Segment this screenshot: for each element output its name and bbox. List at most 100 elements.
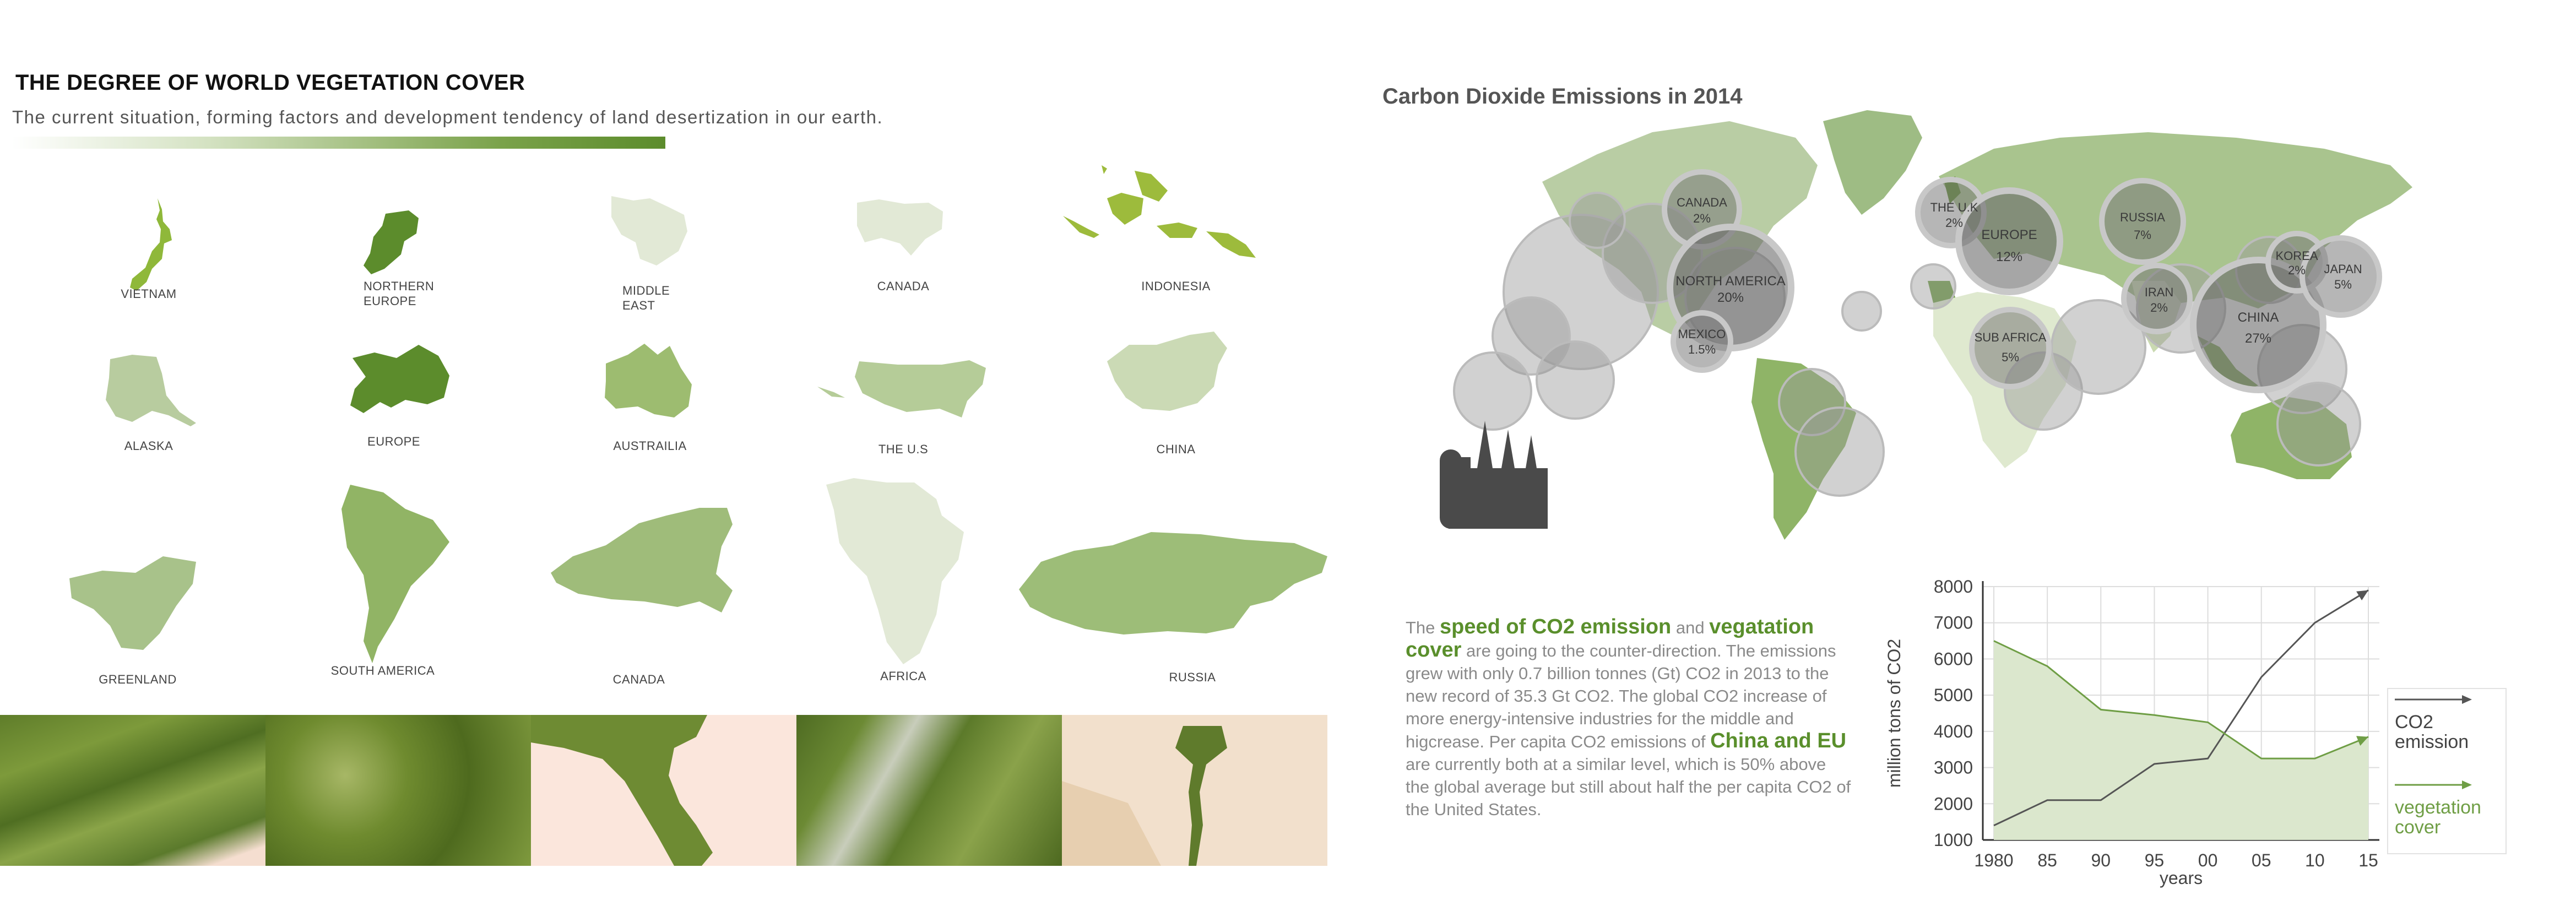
bg-bubble: [1794, 406, 1885, 497]
map-label-canada-small: CANADA: [877, 279, 930, 293]
continent-australia: [2231, 397, 2352, 479]
bubble-russia: [2099, 178, 2186, 265]
bubble-pct-china: 27%: [2245, 331, 2271, 346]
bg-bubble: [1503, 214, 1659, 370]
desert-texture: [1062, 781, 1161, 866]
desc-text-3: are going to the counter-direction. The …: [1406, 641, 1836, 751]
map-canada-small: [857, 199, 943, 256]
factory-icon: [1440, 421, 1548, 529]
x-tick-label: 05: [2252, 850, 2271, 870]
map-indonesia: [1063, 165, 1256, 258]
bubble-label-europe: EUROPE: [1981, 227, 2037, 242]
page-subtitle: The current situation, forming factors a…: [12, 107, 883, 127]
bubble-pct-korea: 2%: [2288, 263, 2306, 277]
map-the-us: [817, 360, 986, 417]
bubble-pct-north-america: 20%: [1717, 290, 1744, 305]
map-label-greenland: GREENLAND: [99, 673, 177, 686]
co2-vegetation-line-chart: 1000 2000 3000 4000 5000 6000 7000 8000 1980 85 90…: [1862, 562, 2512, 892]
legend-label: vegetation: [2395, 797, 2481, 818]
bubble-label-north-america: NORTH AMERICA: [1675, 274, 1786, 289]
map-middle-east: [611, 196, 687, 265]
bg-bubble: [1778, 368, 1846, 436]
bg-bubble: [1910, 263, 1956, 310]
map-label-indonesia: INDONESIA: [1141, 279, 1211, 293]
y-axis-label: million tons of CO2: [1884, 639, 1904, 788]
bubble-label-iran: IRAN: [2145, 285, 2174, 299]
bubble-sub-africa: [1969, 307, 2052, 389]
bubble-label-china: CHINA: [2238, 310, 2279, 325]
maps-svg: [69, 165, 1327, 664]
bg-bubble: [1492, 296, 1571, 376]
x-tick-label: 85: [2037, 850, 2057, 870]
bubble-pct-iran: 2%: [2150, 301, 2168, 314]
map-greenland: [69, 556, 196, 650]
map-south-america: [341, 485, 449, 663]
bubble-label-mexico: MEXICO: [1678, 327, 1726, 341]
desc-text-4: are currently both at a similar level, w…: [1406, 755, 1851, 819]
map-europe: [350, 345, 449, 413]
bubble-pct-russia: 7%: [2134, 228, 2151, 242]
bubble-label-canada: CANADA: [1677, 196, 1727, 209]
bg-bubble: [1453, 351, 1532, 431]
y-tick-label: 8000: [1934, 577, 1973, 597]
world-map-svg: CANADA 2% NORTH AMERICA 20% MEXICO 1.5% …: [1440, 110, 2412, 540]
bg-bubble: [2051, 299, 2146, 395]
co2-emission-line: [1993, 589, 2369, 827]
y-tick-label: 4000: [1934, 722, 1973, 741]
bubble-label-sub-africa: SUB AFRICA: [1975, 330, 2047, 344]
map-russia: [1019, 532, 1327, 635]
description-paragraph: The speed of CO2 emission and vegatation…: [1406, 616, 1852, 821]
legend-label: CO2: [2395, 712, 2433, 733]
map-label-alaska: ALASKA: [124, 439, 173, 453]
legend-label: emission: [2395, 731, 2469, 752]
map-africa: [826, 478, 964, 664]
map-label-middle-east: MIDDLE EAST: [622, 284, 670, 312]
map-label-russia: RUSSIA: [1169, 670, 1216, 684]
x-tick-label: 00: [2198, 850, 2218, 870]
florida-land: [531, 715, 713, 866]
y-tick-label: 2000: [1934, 794, 1973, 814]
bubble-pct-the-uk: 2%: [1945, 216, 1963, 230]
map-australia: [605, 344, 692, 417]
co2-world-map: CANADA 2% NORTH AMERICA 20% MEXICO 1.5% …: [1416, 105, 2451, 556]
bg-bubble: [1536, 340, 1615, 420]
co2-arrowhead: [2356, 590, 2368, 601]
y-tick-label: 5000: [1934, 685, 1973, 705]
map-label-south-america: SOUTH AMERICA: [330, 664, 435, 677]
vegetation-area: [1994, 641, 2368, 840]
map-label-china: CHINA: [1156, 442, 1196, 456]
x-tick-label: 90: [2091, 850, 2111, 870]
map-canada-big: [551, 508, 733, 612]
x-tick-label: 1980: [1974, 850, 2013, 870]
bg-bubble: [1841, 291, 1882, 332]
bubble-pct-canada: 2%: [1693, 212, 1711, 225]
map-vietnam: [130, 198, 172, 291]
legend-label: cover: [2395, 817, 2441, 838]
bubble-europe: [1955, 187, 2063, 295]
nile-delta: [1175, 726, 1227, 866]
map-label-northern-europe: NORTHERN EUROPE: [364, 279, 435, 308]
desc-text-1: The: [1406, 618, 1440, 637]
x-axis-label: years: [2160, 868, 2203, 888]
satellite-photo-3: [531, 715, 796, 866]
desc-highlight-vegetation: vegatation cover: [1406, 615, 1814, 661]
x-tick-label: 15: [2358, 850, 2378, 870]
map-label-africa: AFRICA: [880, 669, 926, 683]
satellite-photo-strip: [0, 715, 1331, 866]
vegetation-arrowhead: [2356, 736, 2368, 746]
desc-text-2: and: [1671, 618, 1710, 637]
desc-highlight-china-eu: China and EU: [1710, 729, 1847, 752]
y-tick-label: 7000: [1934, 613, 1973, 633]
nile-shape: [1062, 726, 1227, 866]
bubble-label-korea: KOREA: [2275, 249, 2318, 263]
bubble-pct-sub-africa: 5%: [2002, 350, 2019, 364]
satellite-photo-4: [796, 715, 1062, 866]
page-title: THE DEGREE OF WORLD VEGETATION COVER: [15, 71, 525, 95]
legend-arrowhead: [2462, 780, 2472, 789]
bubble-iran: [2121, 263, 2193, 334]
bubble-label-the-uk: THE U.K: [1930, 200, 1978, 214]
bubble-pct-mexico: 1.5%: [1688, 343, 1716, 356]
y-tick-label: 6000: [1934, 649, 1973, 669]
map-china: [1107, 332, 1227, 411]
bg-bubble: [1569, 192, 1626, 249]
